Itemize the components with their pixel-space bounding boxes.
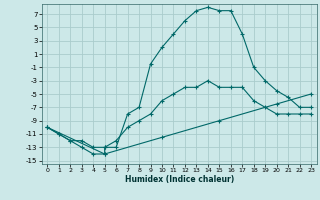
X-axis label: Humidex (Indice chaleur): Humidex (Indice chaleur) <box>124 175 234 184</box>
